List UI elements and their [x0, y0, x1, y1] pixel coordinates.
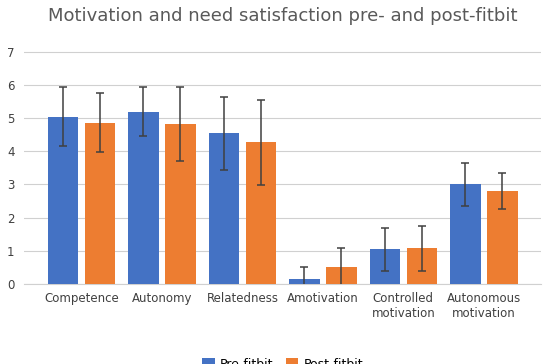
Bar [369, 249, 400, 284]
Bar [48, 116, 78, 284]
Bar [407, 249, 437, 284]
Legend: Pre-fitbit, Post-fitbit: Pre-fitbit, Post-fitbit [197, 353, 368, 364]
Bar [289, 279, 319, 284]
Bar [326, 267, 357, 284]
Bar [85, 123, 115, 284]
Bar [246, 142, 276, 284]
Bar [450, 185, 481, 284]
Title: Motivation and need satisfaction pre- and post-fitbit: Motivation and need satisfaction pre- an… [48, 7, 517, 25]
Bar [128, 112, 159, 284]
Bar [487, 191, 517, 284]
Bar [165, 124, 196, 284]
Bar [209, 133, 239, 284]
